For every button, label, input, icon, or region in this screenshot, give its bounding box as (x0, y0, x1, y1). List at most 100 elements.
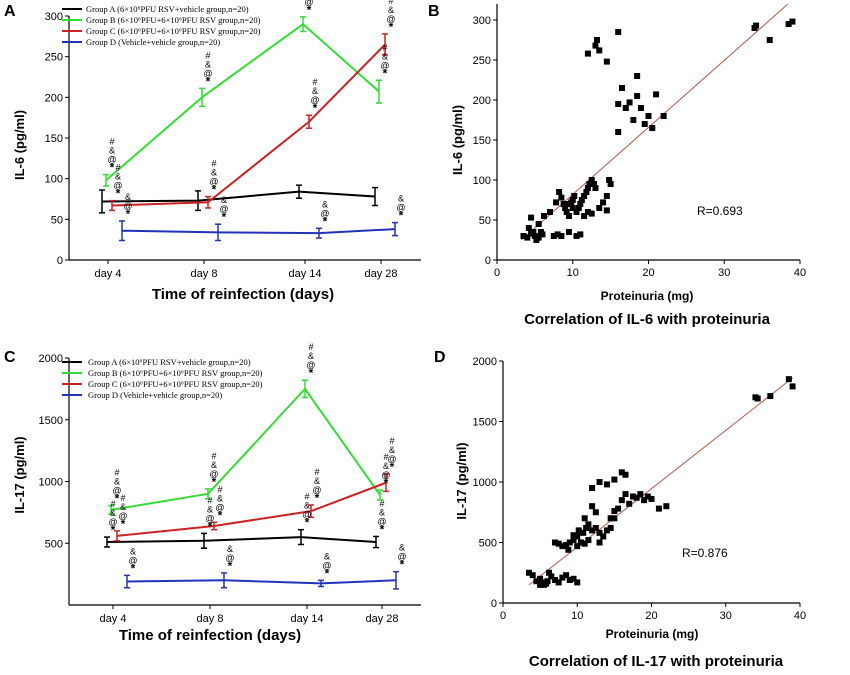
scatter-point (600, 533, 607, 540)
panel-letter-d: D (434, 349, 446, 366)
panel-d-caption: Correlation of IL-17 with proteinuria (529, 653, 784, 670)
x-tick-label: 0 (494, 267, 500, 279)
regression-line (528, 377, 793, 586)
x-tick-label: 10 (571, 610, 583, 622)
significance-marker: @ (215, 502, 224, 512)
significance-marker: & (211, 460, 217, 470)
significance-marker: * (400, 558, 405, 572)
significance-marker: @ (397, 552, 406, 562)
significance-marker: & (115, 172, 121, 182)
y-tick-label: 500 (479, 538, 497, 550)
significance-marker: # (308, 342, 313, 352)
scatter-point (603, 527, 610, 534)
scatter-point (611, 515, 618, 522)
significance-marker: & (125, 192, 131, 202)
scatter-point (592, 524, 599, 531)
y-tick-label: 300 (45, 11, 63, 23)
scatter-point (550, 233, 557, 239)
x-tick-label: day 14 (290, 613, 323, 625)
scatter-point (565, 546, 572, 553)
significance-marker: # (115, 163, 120, 173)
significance-marker: * (212, 475, 217, 489)
scatter-point (558, 233, 565, 239)
significance-marker: # (211, 451, 216, 461)
scatter-point (573, 233, 580, 239)
scatter-point (588, 177, 595, 183)
scatter-point (634, 93, 641, 99)
panel-a-y-axis-label: IL-6 (pg/ml) (12, 110, 27, 180)
scatter-point (528, 214, 535, 221)
panel-letter-b: B (428, 3, 440, 20)
scatter-point (653, 91, 660, 98)
significance-marker: @ (377, 516, 386, 526)
scatter-point (540, 213, 547, 219)
scatter-point (554, 231, 561, 238)
significance-marker: @ (310, 95, 319, 105)
significance-marker: # (382, 42, 387, 52)
scatter-point (563, 572, 570, 579)
significance-marker: * (212, 183, 217, 197)
significance-marker: & (389, 445, 395, 455)
scatter-point (615, 29, 622, 35)
significance-marker: @ (225, 553, 234, 563)
scatter-point (584, 209, 591, 215)
x-tick-label: 20 (645, 610, 657, 622)
significance-marker: * (208, 519, 213, 533)
legend-entry: Group D (Vehicle+vehicle group,n=20) (88, 390, 222, 400)
significance-marker: @ (320, 208, 329, 218)
significance-marker: & (211, 168, 217, 178)
panel-letter-c: C (4, 349, 16, 366)
panel-b-y-axis-label: IL-6 (pg/ml) (450, 105, 465, 175)
scatter-point (577, 539, 584, 546)
significance-marker: @ (209, 469, 218, 479)
scatter-point (570, 532, 577, 539)
significance-marker: @ (123, 201, 132, 211)
scatter-point (555, 540, 562, 547)
scatter-point (551, 577, 558, 584)
legend-entry: Group B (6×10⁶PFU+6×10⁶PFU RSV group,n=2… (86, 15, 261, 25)
scatter-point (611, 476, 618, 483)
significance-marker: & (110, 508, 116, 518)
significance-marker: @ (112, 486, 121, 496)
significance-marker: * (131, 561, 136, 575)
significance-marker: * (383, 66, 388, 80)
significance-marker: * (389, 20, 394, 34)
scatter-point (520, 233, 527, 239)
significance-marker: & (383, 461, 389, 471)
scatter-point (766, 37, 773, 43)
scatter-point (644, 493, 651, 500)
significance-marker: # (207, 495, 212, 505)
significance-marker: @ (209, 177, 218, 187)
scatter-point (603, 193, 610, 199)
y-tick-label: 2000 (39, 353, 63, 365)
legend-entry: Group D (Vehicle+vehicle group,n=20) (86, 37, 220, 47)
y-tick-label: 50 (51, 214, 63, 226)
scatter-point (573, 209, 580, 215)
x-tick-label: 30 (720, 610, 732, 622)
scatter-point (565, 213, 572, 219)
significance-marker: * (222, 210, 227, 224)
scatter-point (663, 503, 670, 510)
significance-marker: @ (304, 0, 313, 7)
scatter-point (581, 213, 588, 219)
y-tick-label: 300 (473, 15, 491, 27)
scatter-point (615, 505, 622, 512)
scatter-point (592, 42, 599, 49)
series-line-3 (116, 481, 387, 537)
significance-marker: * (218, 508, 223, 522)
scatter-point (589, 527, 596, 534)
scatter-point (596, 47, 603, 54)
y-tick-label: 200 (473, 95, 491, 107)
significance-marker: @ (219, 204, 228, 214)
scatter-point (575, 527, 582, 534)
panel-a-x-axis-label: Time of reinfection (days) (152, 286, 334, 303)
y-tick-label: 2000 (473, 356, 497, 368)
significance-marker: & (314, 476, 320, 486)
scatter-point (524, 234, 531, 241)
scatter-point (544, 578, 551, 585)
significance-marker: @ (107, 155, 116, 165)
series-line-1 (101, 190, 376, 203)
scatter-point (574, 533, 581, 540)
